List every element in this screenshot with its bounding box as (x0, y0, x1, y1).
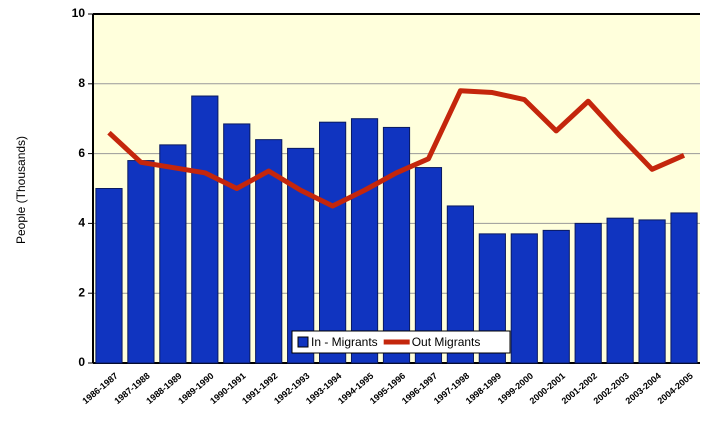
bar (510, 233, 538, 364)
bar (350, 118, 379, 364)
x-tick-label: 2004-2005 (655, 371, 694, 406)
y-tick-label: 0 (78, 355, 85, 369)
bar (574, 222, 602, 364)
bar (382, 126, 411, 364)
y-tick-label: 8 (78, 76, 85, 90)
bar (95, 188, 123, 364)
legend-label: In - Migrants (311, 335, 378, 349)
y-axis-label: People (Thousands) (14, 136, 28, 244)
bar (606, 217, 634, 364)
bar (542, 229, 570, 364)
bar (414, 167, 443, 364)
y-tick-label: 4 (78, 216, 85, 230)
y-tick-label: 10 (72, 6, 86, 20)
line (107, 88, 686, 209)
y-tick-label: 6 (78, 146, 85, 160)
bar (127, 160, 155, 364)
bar (319, 121, 347, 364)
bar (638, 219, 666, 364)
bar (159, 144, 187, 364)
bar (670, 212, 698, 364)
legend-swatch (297, 336, 309, 348)
bar (191, 95, 219, 364)
legend-label: Out Migrants (412, 335, 481, 349)
bar (223, 123, 251, 364)
y-tick-label: 2 (78, 285, 85, 299)
